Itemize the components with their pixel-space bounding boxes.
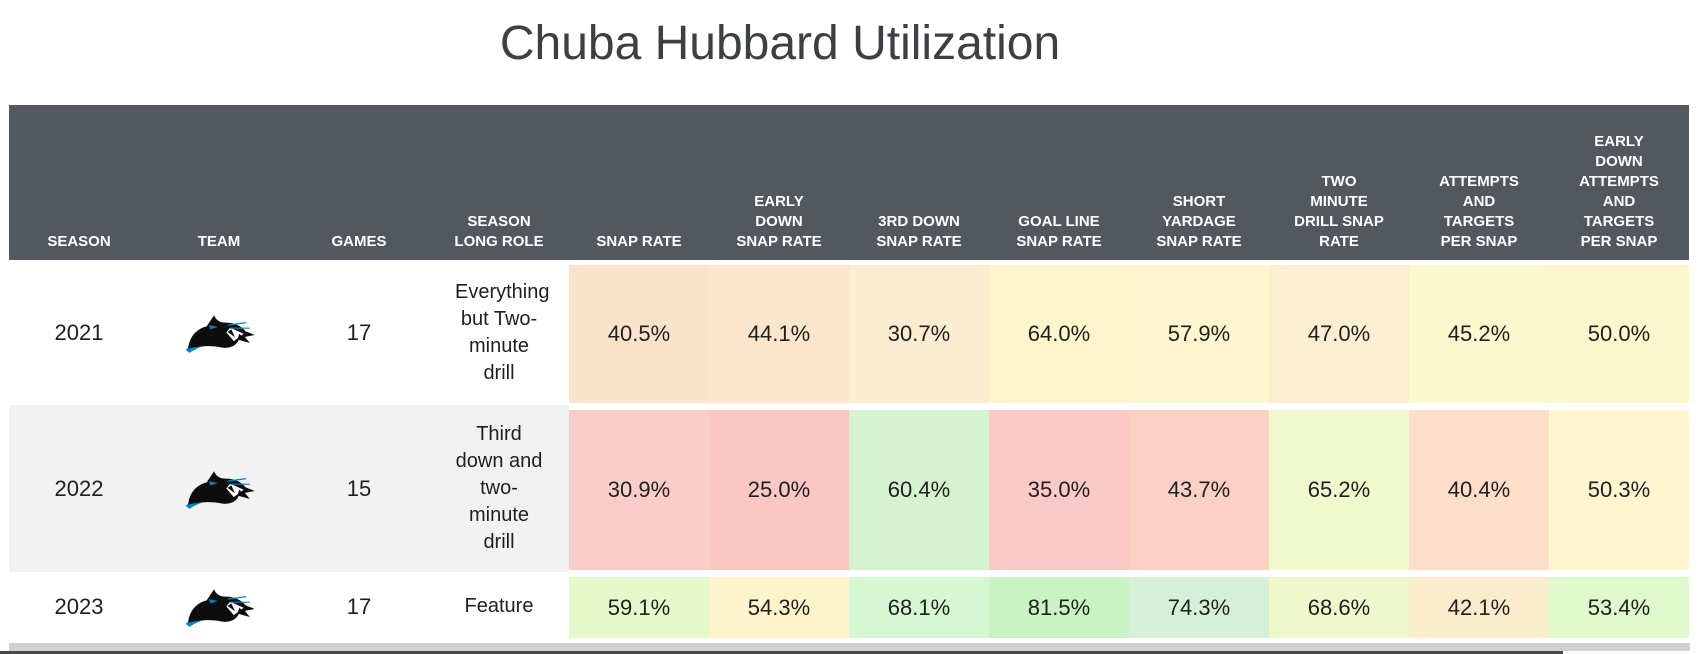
horizontal-scrollbar[interactable] [9,643,1690,651]
stat-cell-short-yardage-snap-rate: 43.7% [1129,405,1269,572]
col-header-two-minute-drill-snap-rate: TWO MINUTE DRILL SNAP RATE [1269,105,1409,260]
season-cell: 2023 [54,593,104,619]
col-header-games: GAMES [289,105,429,260]
stat-cell-snap-rate: 40.5% [569,260,709,405]
team-cell [149,405,289,572]
stat-cell-3rd-down-snap-rate: 60.4% [849,405,989,572]
role-cell: Feature [464,595,534,617]
team-cell [149,260,289,405]
stat-cell-early-down-snap-rate: 25.0% [709,405,849,572]
season-cell: 2022 [9,405,149,572]
stat-cell-goal-line-snap-rate: 64.0% [989,260,1129,405]
stat-cell-two-minute-drill-snap-rate: 65.2% [1269,405,1409,572]
stat-cell-snap-rate: 59.1% [569,572,709,641]
games-cell: 17 [346,319,372,345]
col-header-early-down-attempts-targets-per-snap: EARLY DOWN ATTEMPTS AND TARGETS PER SNAP [1549,105,1689,260]
stat-cell-two-minute-drill-snap-rate: 47.0% [1269,260,1409,405]
stat-cell-3rd-down-snap-rate: 68.1% [849,572,989,641]
panthers-logo-icon [185,589,255,627]
panthers-logo-icon [185,471,255,509]
role-cell: Everything but Two-minute drill [455,280,550,384]
stat-cell-short-yardage-snap-rate: 57.9% [1129,260,1269,405]
col-header-early-down-snap-rate: EARLY DOWN SNAP RATE [709,105,849,260]
bottom-edge-bar [0,651,1563,654]
col-header-season: SEASON [9,105,149,260]
games-cell: 17 [346,593,372,619]
stat-cell-goal-line-snap-rate: 81.5% [989,572,1129,641]
role-cell: Third down and two-minute drill [429,405,569,572]
stat-cell-attempts-targets-per-snap: 45.2% [1409,260,1549,405]
stat-cell-early-down-attempts-targets-per-snap: 53.4% [1549,572,1689,641]
stat-cell-early-down-snap-rate: 54.3% [709,572,849,641]
games-cell: 15 [289,405,429,572]
team-cell [149,572,289,641]
stat-cell-attempts-targets-per-snap: 40.4% [1409,405,1549,572]
season-cell: 2021 [54,319,104,345]
stat-cell-goal-line-snap-rate: 35.0% [989,405,1129,572]
col-header-3rd-down-snap-rate: 3RD DOWN SNAP RATE [849,105,989,260]
col-header-short-yardage-snap-rate: SHORT YARDAGE SNAP RATE [1129,105,1269,260]
col-header-attempts-targets-per-snap: ATTEMPTS AND TARGETS PER SNAP [1409,105,1549,260]
stat-cell-3rd-down-snap-rate: 30.7% [849,260,989,405]
col-header-season-long-role: SEASON LONG ROLE [429,105,569,260]
utilization-table: SEASON TEAM GAMES SEASON LONG ROLE SNAP … [9,105,1689,641]
col-header-goal-line-snap-rate: GOAL LINE SNAP RATE [989,105,1129,260]
stat-cell-snap-rate: 30.9% [569,405,709,572]
page-title: Chuba Hubbard Utilization [499,17,1061,70]
stat-cell-early-down-snap-rate: 44.1% [709,260,849,405]
stat-cell-early-down-attempts-targets-per-snap: 50.3% [1549,405,1689,572]
panthers-logo-icon [185,315,255,353]
col-header-snap-rate: SNAP RATE [569,105,709,260]
stat-cell-two-minute-drill-snap-rate: 68.6% [1269,572,1409,641]
stat-cell-early-down-attempts-targets-per-snap: 50.0% [1549,260,1689,405]
stat-cell-attempts-targets-per-snap: 42.1% [1409,572,1549,641]
stat-cell-short-yardage-snap-rate: 74.3% [1129,572,1269,641]
col-header-team: TEAM [149,105,289,260]
